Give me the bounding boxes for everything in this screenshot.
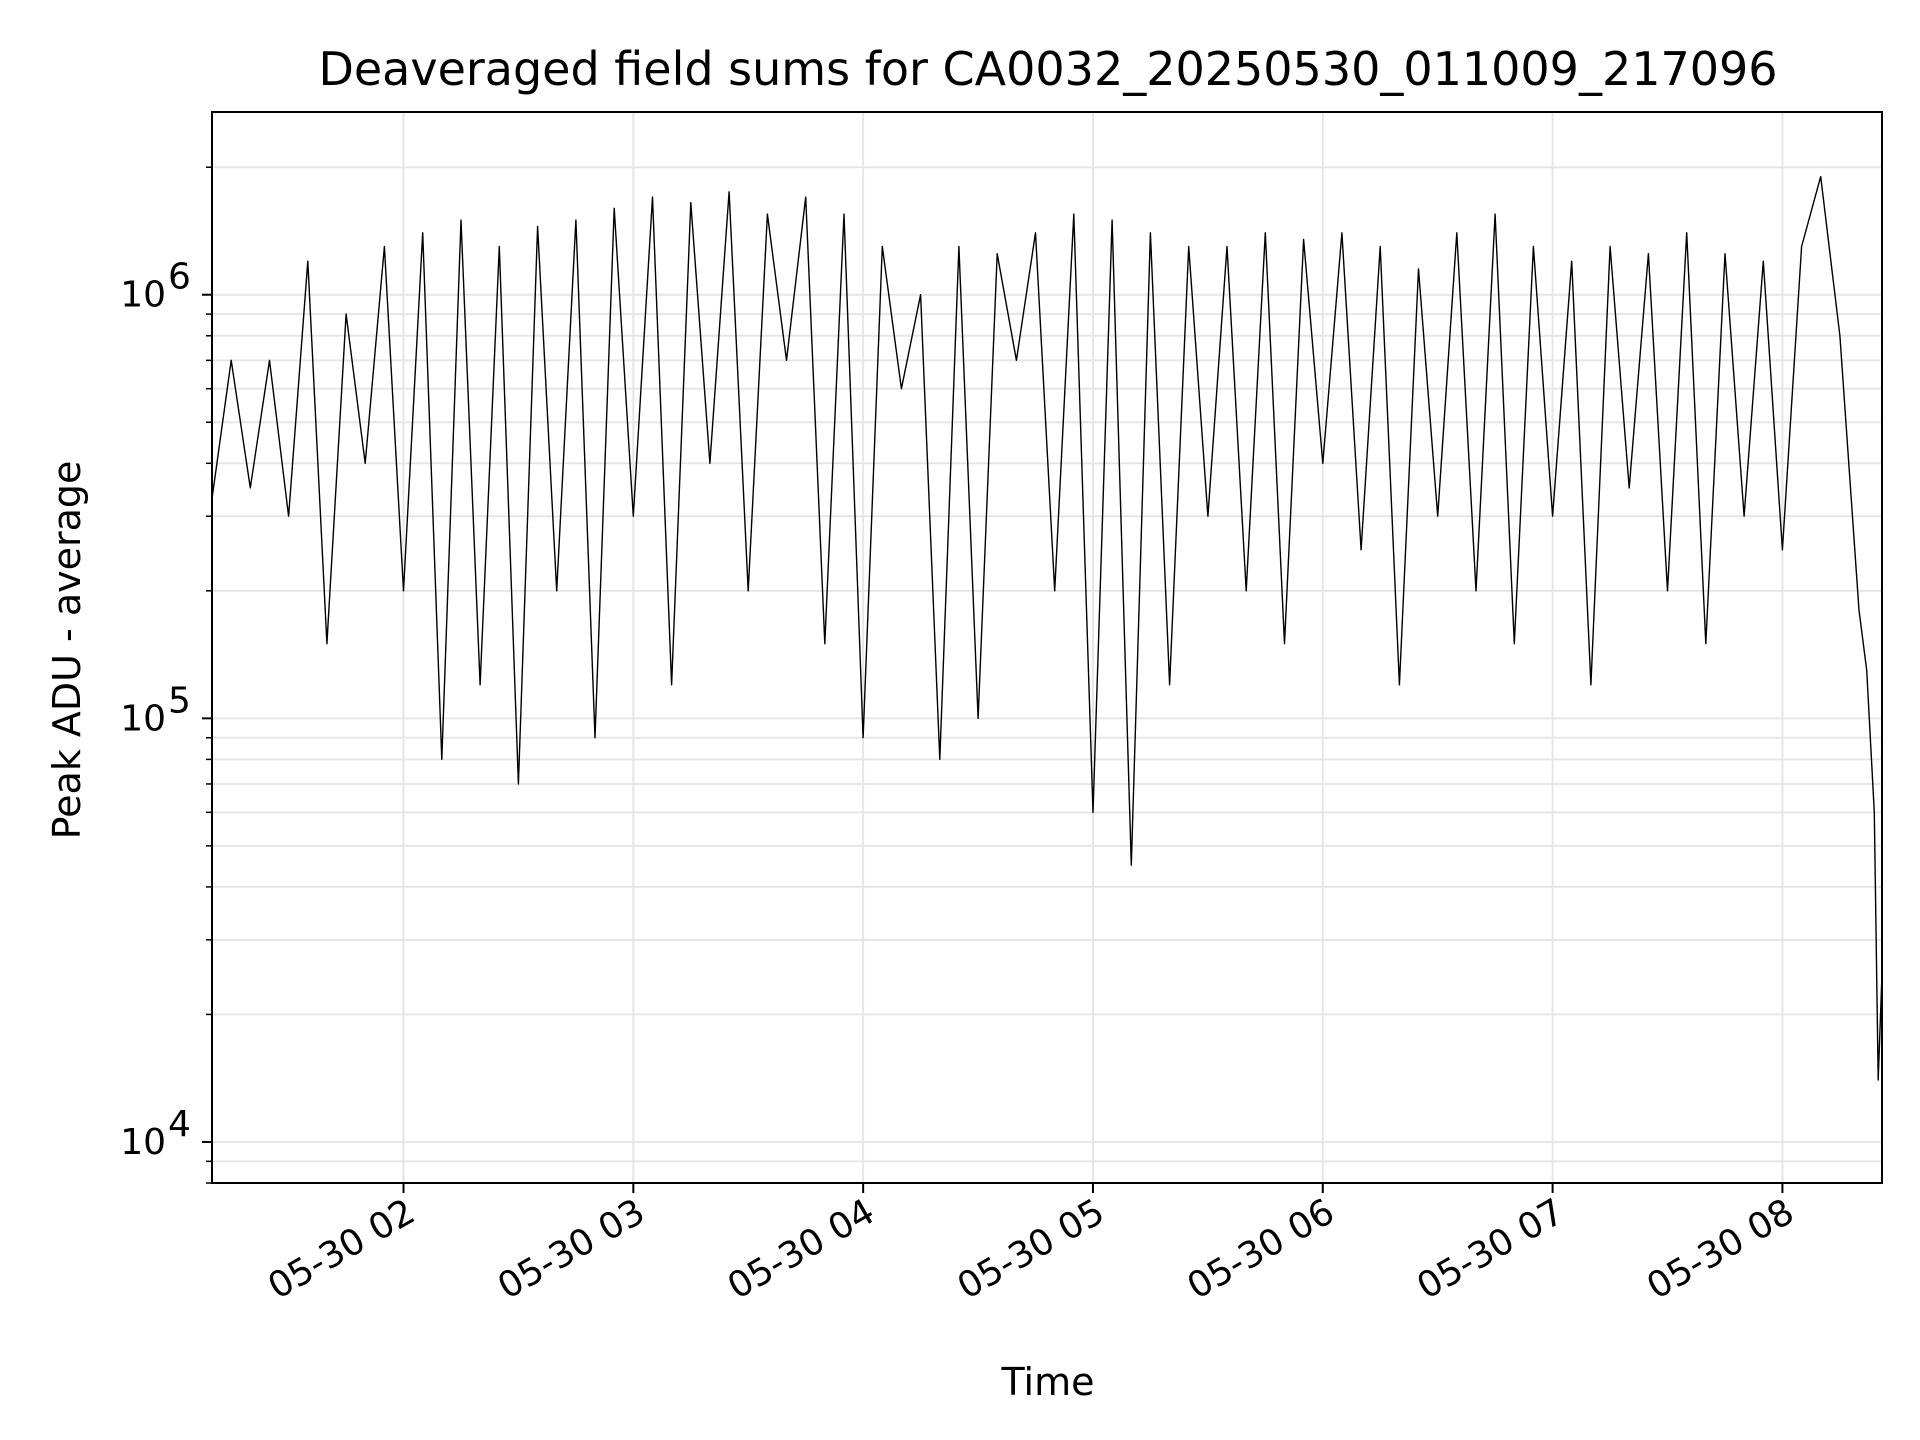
- plot-frame: [211, 111, 1883, 1184]
- y-tick-exponent: 4: [168, 1104, 191, 1145]
- y-tick-label: 10: [120, 1122, 166, 1163]
- series-layer: [211, 175, 1883, 1081]
- y-tick-base: 10: [120, 275, 166, 316]
- y-tick-exponent: 6: [168, 257, 191, 298]
- chart-title: Deaveraged field sums for CA0032_2025053…: [318, 42, 1777, 96]
- y-tick-base: 10: [120, 698, 166, 739]
- y-tick-base: 10: [120, 1122, 166, 1163]
- gridlines: [212, 112, 1882, 1184]
- y-tick-label: 10: [120, 698, 166, 739]
- y-tick-exponent: 5: [168, 680, 191, 721]
- series-line: [211, 175, 1883, 1081]
- y-tick-label: 10: [120, 275, 166, 316]
- x-axis-title: Time: [1001, 1360, 1095, 1404]
- y-axis-title: Peak ADU - average: [45, 461, 89, 840]
